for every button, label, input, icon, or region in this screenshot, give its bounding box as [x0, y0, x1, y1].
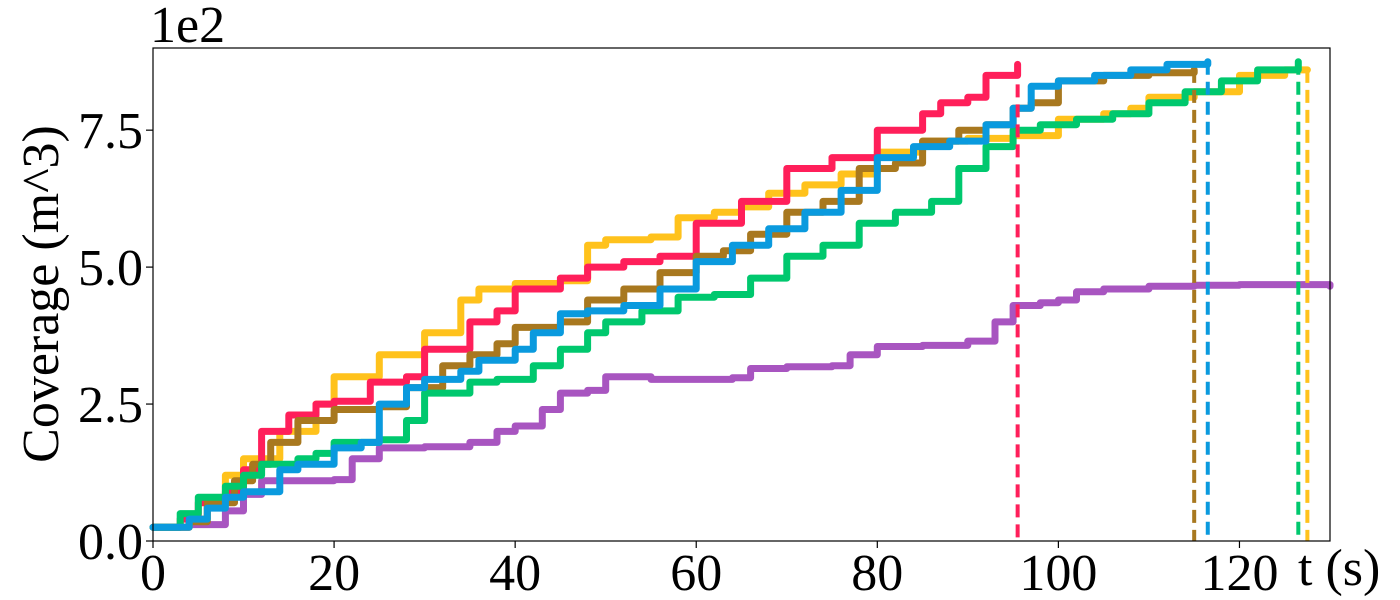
- y-tick-label: 2.5: [78, 377, 143, 434]
- x-axis: 0 20 40 60 80 100 120: [140, 541, 1278, 600]
- plot-frame: [152, 47, 1331, 542]
- x-tick-label: 20: [308, 545, 360, 600]
- y-axis: 0.0 2.5 5.0 7.5: [78, 103, 153, 571]
- x-tick-label: 80: [851, 545, 903, 600]
- y-tick-label: 5.0: [78, 240, 143, 297]
- series-line-3: [149, 60, 1022, 531]
- x-tick-label: 100: [1019, 545, 1097, 600]
- y-tick-label: 7.5: [78, 103, 143, 160]
- x-tick-label: 120: [1200, 545, 1278, 600]
- end-time-markers: [1015, 61, 1310, 541]
- y-scale-label: 1e2: [150, 0, 225, 54]
- y-axis-title: Coverage (m^3): [13, 125, 70, 463]
- series-line-2: [149, 66, 1311, 531]
- series-line-1: [149, 281, 1334, 531]
- series-line-5: [149, 58, 1302, 531]
- x-tick-label: 0: [140, 545, 166, 600]
- y-tick-label: 0.0: [78, 514, 143, 571]
- x-tick-label: 60: [670, 545, 722, 600]
- x-axis-title: t (s): [1298, 540, 1380, 597]
- x-tick-label: 40: [489, 545, 541, 600]
